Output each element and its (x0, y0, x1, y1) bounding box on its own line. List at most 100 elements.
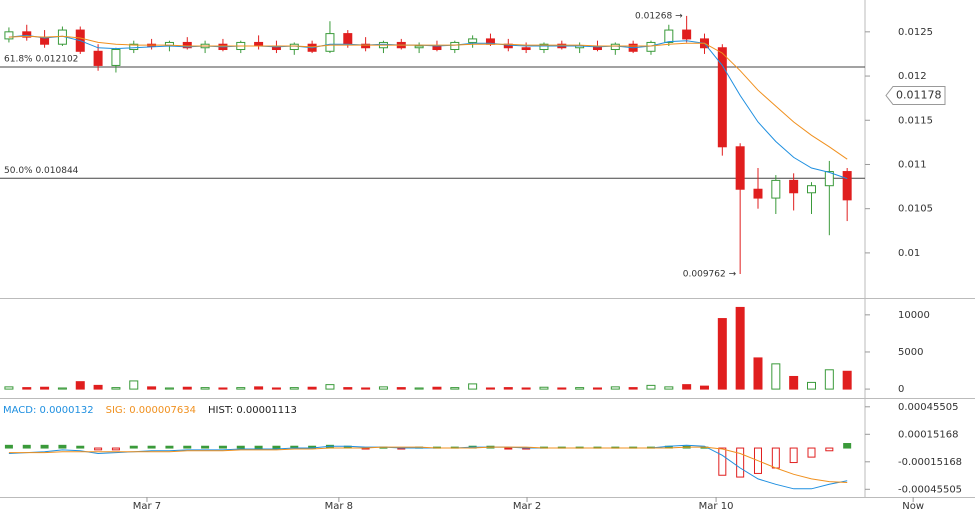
candle-body (842, 171, 852, 201)
y-tick-label: 0.00045505 (898, 402, 958, 413)
extreme-label: 0.009762 → (683, 269, 737, 279)
volume-bar (111, 387, 121, 390)
volume-bar (75, 381, 85, 390)
extreme-label: 0.01268 → (635, 11, 683, 21)
volume-bar (4, 386, 14, 390)
candle-body (664, 29, 674, 43)
candle-body (254, 41, 264, 47)
candle-body (468, 38, 478, 43)
x-tick-label: Mar 10 (699, 501, 734, 512)
volume-bar (414, 387, 424, 390)
y-tick-label: 0 (898, 384, 904, 395)
current-price-label: 0.01178 (896, 89, 942, 102)
volume-bar (753, 357, 763, 390)
hist-bar (843, 443, 852, 449)
volume-bar (610, 386, 620, 390)
candle-body (4, 31, 14, 40)
hist-bar (254, 445, 263, 449)
volume-bar (378, 386, 388, 390)
volume-bar (40, 386, 50, 390)
y-tick-label: 0.00015168 (898, 429, 958, 440)
y-tick-label: 0.0105 (898, 204, 933, 215)
volume-bar (717, 318, 727, 390)
volume-bar (771, 363, 781, 390)
x-tick-label: Now (902, 501, 924, 512)
y-tick-label: 10000 (898, 310, 930, 321)
candle-body (414, 45, 424, 49)
volume-bar (129, 380, 139, 390)
candle-body (682, 29, 692, 40)
volume-bar (396, 387, 406, 390)
volume-bar (735, 306, 745, 390)
hist-bar (40, 444, 49, 449)
hist-bar (218, 445, 227, 449)
candle-body (646, 41, 656, 52)
candle-body (521, 47, 531, 51)
y-tick-label: 0.011 (898, 159, 927, 170)
candle-body (450, 41, 460, 51)
volume-bar (147, 386, 157, 390)
indicator-line (8, 35, 848, 160)
volume-bar (842, 370, 852, 390)
volume-bar (646, 384, 656, 390)
candle-body (610, 43, 620, 51)
x-tick-label: Mar 2 (513, 501, 541, 512)
y-tick-label: 0.012 (898, 71, 927, 82)
candle-body (539, 43, 549, 51)
volume-bar (271, 387, 281, 390)
volume-bar (218, 387, 228, 390)
candle-body (111, 49, 121, 66)
y-tick-label: 5000 (898, 347, 923, 358)
hist-bar (718, 447, 727, 476)
candle-body (771, 179, 781, 199)
candle-body (22, 31, 32, 38)
hist-bar (129, 445, 138, 449)
fib-label: 61.8% 0.012102 (4, 55, 78, 65)
hist-bar (789, 447, 798, 464)
volume-bar (200, 387, 210, 390)
hist-bar (807, 447, 816, 458)
hist-bar (771, 447, 780, 469)
volume-bar (164, 387, 174, 390)
hist-bar (165, 445, 174, 449)
candle-body (824, 171, 834, 187)
volume-bar (432, 386, 442, 390)
volume-bar (57, 387, 67, 390)
hist-bar (825, 447, 834, 452)
volume-bar (575, 387, 585, 390)
volume-bar (343, 387, 353, 390)
hist-bar (504, 447, 513, 450)
legend-entry: SIG: 0.000007634 (106, 405, 196, 416)
volume-bar (503, 387, 513, 390)
macd-header: MACD: 0.0000132 SIG: 0.000007634 HIST: 0.0… (3, 405, 297, 416)
y-tick-label: 0.0125 (898, 27, 933, 38)
volume-bar (806, 381, 816, 390)
current-price-box (885, 86, 946, 106)
hist-bar (201, 445, 210, 449)
volume-bar (824, 369, 834, 390)
hist-bar (236, 445, 245, 449)
candle-body (717, 47, 727, 148)
y-tick-label: 0.01 (898, 248, 920, 259)
candle-body (289, 43, 299, 51)
volume-bar (699, 385, 709, 390)
y-tick-label: -0.00045505 (898, 484, 962, 495)
candle-body (432, 45, 442, 51)
volume-bar (628, 387, 638, 390)
hist-bar (22, 444, 31, 449)
y-tick-label: 0.0115 (898, 115, 933, 126)
volume-bar (325, 384, 335, 390)
hist-bar (111, 447, 120, 451)
volume-bar (236, 387, 246, 390)
volume-bar (289, 387, 299, 390)
legend-entry: MACD: 0.0000132 (3, 405, 94, 416)
hist-bar (94, 447, 103, 451)
hist-bar (183, 445, 192, 449)
hist-bar (76, 445, 85, 449)
volume-bar (468, 383, 478, 390)
volume-bar (682, 384, 692, 390)
volume-bar (361, 387, 371, 390)
hist-bar (272, 445, 281, 449)
x-tick-label: Mar 7 (133, 501, 161, 512)
